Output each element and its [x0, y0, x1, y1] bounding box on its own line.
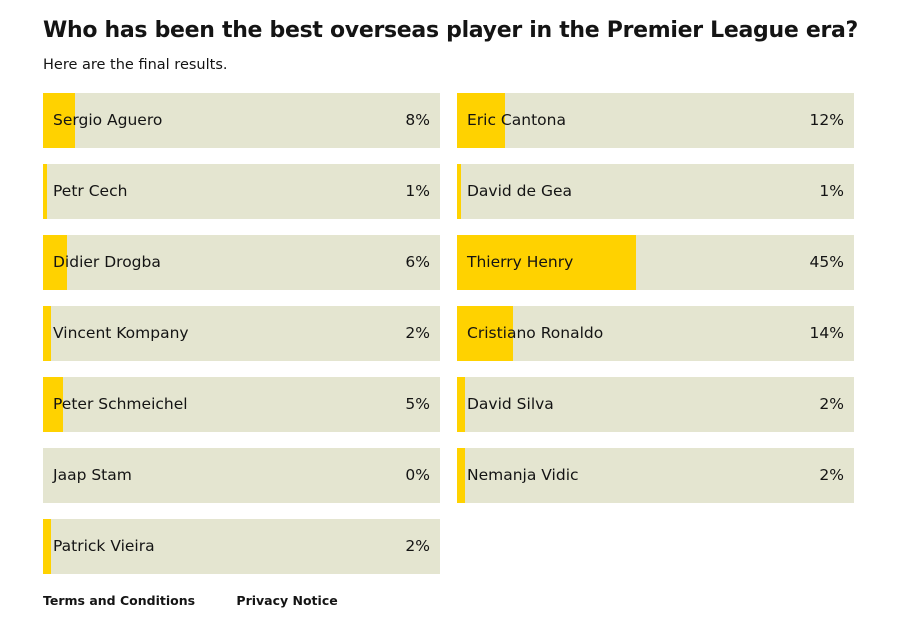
player-name: Sergio Aguero [53, 111, 163, 129]
player-name: Vincent Kompany [53, 324, 189, 342]
result-row: Didier Drogba 6% [43, 235, 440, 290]
player-name: Peter Schmeichel [53, 395, 188, 413]
player-percentage: 1% [819, 182, 844, 200]
player-percentage: 6% [405, 253, 430, 271]
player-percentage: 14% [809, 324, 844, 342]
result-row: Patrick Vieira 2% [43, 519, 440, 574]
result-bar-fill [43, 235, 67, 290]
player-name: Thierry Henry [467, 253, 574, 271]
player-name: Cristiano Ronaldo [467, 324, 604, 342]
result-row: Vincent Kompany 2% [43, 306, 440, 361]
results-column-left: Sergio Aguero 8% Petr Cech 1% Didier Drogba 6… [43, 93, 440, 590]
player-percentage: 2% [819, 395, 844, 413]
result-bar-fill [457, 448, 465, 503]
player-name: David de Gea [467, 182, 573, 200]
page-title: Who has been the best overseas player in… [43, 18, 859, 43]
result-bar-fill [457, 377, 465, 432]
privacy-link[interactable]: Privacy Notice [236, 593, 338, 608]
player-name: Jaap Stam [53, 466, 132, 484]
player-percentage: 0% [405, 466, 430, 484]
terms-link[interactable]: Terms and Conditions [43, 593, 196, 608]
player-percentage: 1% [405, 182, 430, 200]
result-row: Thierry Henry 45% [457, 235, 854, 290]
player-percentage: 8% [405, 111, 430, 129]
result-row: Petr Cech 1% [43, 164, 440, 219]
result-row: David Silva 2% [457, 377, 854, 432]
result-bar-fill [457, 306, 513, 361]
result-bar-fill [457, 93, 505, 148]
result-bar-fill [457, 235, 636, 290]
player-name: Didier Drogba [53, 253, 161, 271]
subtitle: Here are the final results. [43, 57, 228, 73]
result-row: Jaap Stam 0% [43, 448, 440, 503]
result-row: David de Gea 1% [457, 164, 854, 219]
player-percentage: 45% [809, 253, 844, 271]
player-name: Nemanja Vidic [467, 466, 579, 484]
player-percentage: 2% [405, 537, 430, 555]
result-bar-fill [43, 306, 51, 361]
result-row: Peter Schmeichel 5% [43, 377, 440, 432]
result-bar-fill [43, 164, 47, 219]
player-percentage: 2% [819, 466, 844, 484]
player-percentage: 2% [405, 324, 430, 342]
result-bar-fill [457, 164, 461, 219]
player-percentage: 12% [809, 111, 844, 129]
player-name: Petr Cech [53, 182, 128, 200]
player-name: Patrick Vieira [53, 537, 155, 555]
result-row: Cristiano Ronaldo 14% [457, 306, 854, 361]
result-row: Sergio Aguero 8% [43, 93, 440, 148]
player-name: David Silva [467, 395, 554, 413]
player-percentage: 5% [405, 395, 430, 413]
footer: Terms and Conditions Privacy Notice [43, 593, 375, 608]
results-column-right: Eric Cantona 12% David de Gea 1% Thierry Hen… [457, 93, 854, 519]
result-row: Nemanja Vidic 2% [457, 448, 854, 503]
result-bar-fill [43, 519, 51, 574]
result-bar-fill [43, 93, 75, 148]
result-row: Eric Cantona 12% [457, 93, 854, 148]
player-name: Eric Cantona [467, 111, 566, 129]
result-bar-fill [43, 377, 63, 432]
